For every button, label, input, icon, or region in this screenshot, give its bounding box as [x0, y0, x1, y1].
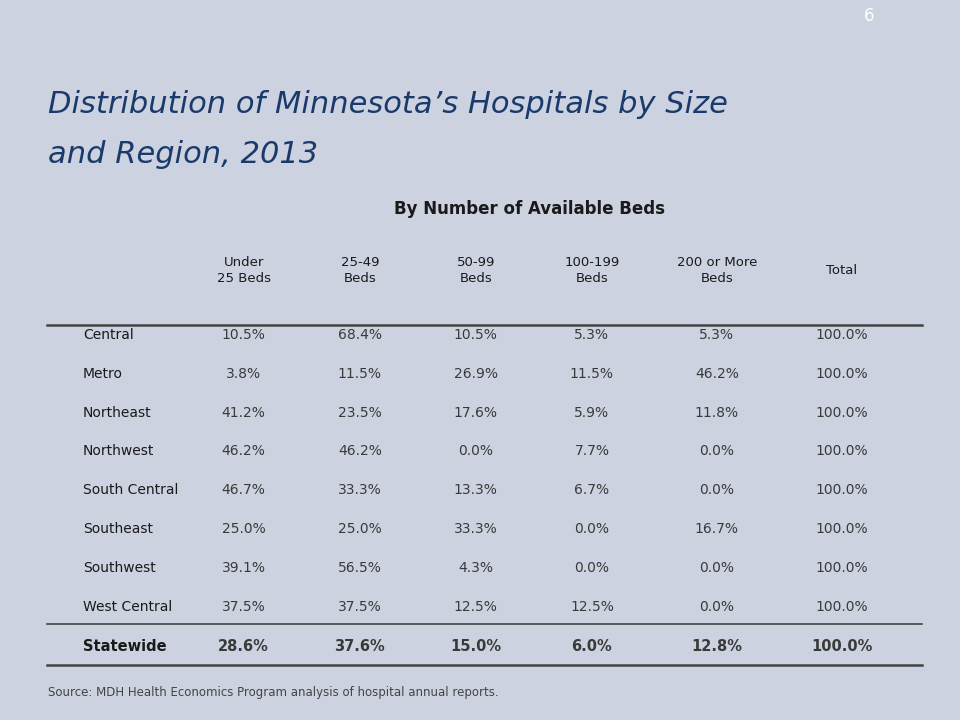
Text: 100.0%: 100.0%: [816, 405, 868, 420]
Text: 100.0%: 100.0%: [816, 483, 868, 498]
Text: 25.0%: 25.0%: [222, 523, 266, 536]
Text: and Region, 2013: and Region, 2013: [48, 140, 318, 169]
Text: 4.3%: 4.3%: [458, 562, 493, 575]
Text: 0.0%: 0.0%: [458, 444, 493, 459]
Text: Under
25 Beds: Under 25 Beds: [217, 256, 271, 285]
Text: West Central: West Central: [84, 600, 172, 614]
Text: 41.2%: 41.2%: [222, 405, 266, 420]
Text: 12.5%: 12.5%: [454, 600, 498, 614]
Text: 0.0%: 0.0%: [574, 562, 610, 575]
Text: 15.0%: 15.0%: [450, 639, 501, 654]
Text: 6.0%: 6.0%: [571, 639, 612, 654]
Text: 50-99
Beds: 50-99 Beds: [457, 256, 495, 285]
Text: 46.7%: 46.7%: [222, 483, 266, 498]
Text: By Number of Available Beds: By Number of Available Beds: [394, 199, 665, 217]
Text: Southeast: Southeast: [84, 523, 153, 536]
Text: 12.8%: 12.8%: [691, 639, 742, 654]
Text: 46.2%: 46.2%: [695, 366, 739, 381]
Text: 56.5%: 56.5%: [338, 562, 382, 575]
Text: 3.8%: 3.8%: [227, 366, 261, 381]
Text: 25.0%: 25.0%: [338, 523, 382, 536]
Text: 37.5%: 37.5%: [222, 600, 266, 614]
Text: 100-199
Beds: 100-199 Beds: [564, 256, 619, 285]
Text: 200 or More
Beds: 200 or More Beds: [677, 256, 757, 285]
Text: Southwest: Southwest: [84, 562, 156, 575]
Text: 25-49
Beds: 25-49 Beds: [341, 256, 379, 285]
Text: 10.5%: 10.5%: [454, 328, 498, 341]
Text: 28.6%: 28.6%: [218, 639, 269, 654]
Text: Central: Central: [84, 328, 133, 341]
Text: 100.0%: 100.0%: [816, 600, 868, 614]
Text: 0.0%: 0.0%: [700, 562, 734, 575]
Text: 0.0%: 0.0%: [700, 483, 734, 498]
Text: 6: 6: [864, 7, 874, 25]
Text: 37.6%: 37.6%: [334, 639, 385, 654]
Text: Distribution of Minnesota’s Hospitals by Size: Distribution of Minnesota’s Hospitals by…: [48, 90, 728, 119]
Text: 33.3%: 33.3%: [338, 483, 382, 498]
Text: South Central: South Central: [84, 483, 179, 498]
Text: 100.0%: 100.0%: [816, 523, 868, 536]
Text: 23.5%: 23.5%: [338, 405, 382, 420]
Text: 5.3%: 5.3%: [700, 328, 734, 341]
Text: 100.0%: 100.0%: [816, 328, 868, 341]
Text: 10.5%: 10.5%: [222, 328, 266, 341]
Text: 13.3%: 13.3%: [454, 483, 498, 498]
Text: 0.0%: 0.0%: [700, 444, 734, 459]
Text: 17.6%: 17.6%: [454, 405, 498, 420]
Text: Northeast: Northeast: [84, 405, 152, 420]
Text: 0.0%: 0.0%: [574, 523, 610, 536]
Text: Metro: Metro: [84, 366, 123, 381]
Text: 6.7%: 6.7%: [574, 483, 610, 498]
Text: 11.8%: 11.8%: [695, 405, 739, 420]
Text: 37.5%: 37.5%: [338, 600, 382, 614]
Text: 68.4%: 68.4%: [338, 328, 382, 341]
Text: 11.5%: 11.5%: [338, 366, 382, 381]
Text: Source: MDH Health Economics Program analysis of hospital annual reports.: Source: MDH Health Economics Program ana…: [48, 686, 498, 699]
Text: 33.3%: 33.3%: [454, 523, 497, 536]
Text: 100.0%: 100.0%: [816, 562, 868, 575]
Text: 0.0%: 0.0%: [700, 600, 734, 614]
Text: 16.7%: 16.7%: [695, 523, 739, 536]
Text: 39.1%: 39.1%: [222, 562, 266, 575]
Text: 100.0%: 100.0%: [816, 444, 868, 459]
Text: 7.7%: 7.7%: [574, 444, 610, 459]
Text: Northwest: Northwest: [84, 444, 155, 459]
Text: 100.0%: 100.0%: [811, 639, 873, 654]
Text: 12.5%: 12.5%: [570, 600, 613, 614]
Text: Total: Total: [827, 264, 857, 277]
Text: 46.2%: 46.2%: [338, 444, 382, 459]
Text: 5.3%: 5.3%: [574, 328, 610, 341]
Text: 5.9%: 5.9%: [574, 405, 610, 420]
Text: Statewide: Statewide: [84, 639, 167, 654]
Text: 100.0%: 100.0%: [816, 366, 868, 381]
Text: 46.2%: 46.2%: [222, 444, 266, 459]
Text: 11.5%: 11.5%: [570, 366, 614, 381]
Text: 26.9%: 26.9%: [454, 366, 498, 381]
